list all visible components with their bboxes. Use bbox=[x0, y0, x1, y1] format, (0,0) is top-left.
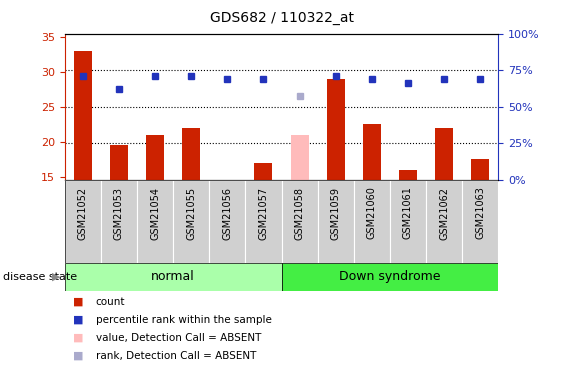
Text: Down syndrome: Down syndrome bbox=[339, 270, 441, 283]
Text: GSM21062: GSM21062 bbox=[439, 187, 449, 240]
Bar bbox=[363, 124, 381, 180]
Text: GSM21053: GSM21053 bbox=[114, 187, 124, 240]
Bar bbox=[390, 180, 426, 262]
Bar bbox=[399, 170, 417, 180]
Bar bbox=[110, 145, 128, 180]
Text: GDS682 / 110322_at: GDS682 / 110322_at bbox=[209, 11, 354, 25]
Bar bbox=[245, 180, 282, 262]
Text: percentile rank within the sample: percentile rank within the sample bbox=[96, 315, 271, 325]
Text: ▶: ▶ bbox=[52, 272, 61, 282]
Bar bbox=[282, 262, 498, 291]
Text: normal: normal bbox=[151, 270, 195, 283]
Text: count: count bbox=[96, 297, 125, 307]
Text: ■: ■ bbox=[73, 297, 84, 307]
Bar bbox=[65, 262, 282, 291]
Text: GSM21058: GSM21058 bbox=[294, 187, 305, 240]
Bar bbox=[291, 135, 309, 180]
Text: disease state: disease state bbox=[3, 272, 77, 282]
Text: GSM21052: GSM21052 bbox=[78, 187, 88, 240]
Bar bbox=[354, 180, 390, 262]
Bar bbox=[426, 180, 462, 262]
Bar bbox=[74, 51, 92, 180]
Text: GSM21055: GSM21055 bbox=[186, 187, 196, 240]
Text: ■: ■ bbox=[73, 351, 84, 361]
Text: GSM21056: GSM21056 bbox=[222, 187, 233, 240]
Bar bbox=[209, 180, 245, 262]
Text: GSM21057: GSM21057 bbox=[258, 187, 269, 240]
Bar bbox=[435, 128, 453, 180]
Text: GSM21054: GSM21054 bbox=[150, 187, 160, 240]
Text: GSM21061: GSM21061 bbox=[403, 187, 413, 240]
Text: ■: ■ bbox=[73, 315, 84, 325]
Text: ■: ■ bbox=[73, 333, 84, 343]
Bar bbox=[101, 180, 137, 262]
Bar bbox=[137, 180, 173, 262]
Bar bbox=[462, 180, 498, 262]
Bar bbox=[173, 180, 209, 262]
Bar bbox=[318, 180, 354, 262]
Text: GSM21060: GSM21060 bbox=[367, 187, 377, 240]
Text: rank, Detection Call = ABSENT: rank, Detection Call = ABSENT bbox=[96, 351, 256, 361]
Text: GSM21059: GSM21059 bbox=[330, 187, 341, 240]
Bar bbox=[65, 180, 101, 262]
Bar bbox=[146, 135, 164, 180]
Bar bbox=[182, 128, 200, 180]
Text: value, Detection Call = ABSENT: value, Detection Call = ABSENT bbox=[96, 333, 261, 343]
Text: GSM21063: GSM21063 bbox=[475, 187, 485, 240]
Bar bbox=[327, 79, 345, 180]
Bar bbox=[471, 159, 489, 180]
Bar bbox=[282, 180, 318, 262]
Bar bbox=[254, 163, 272, 180]
